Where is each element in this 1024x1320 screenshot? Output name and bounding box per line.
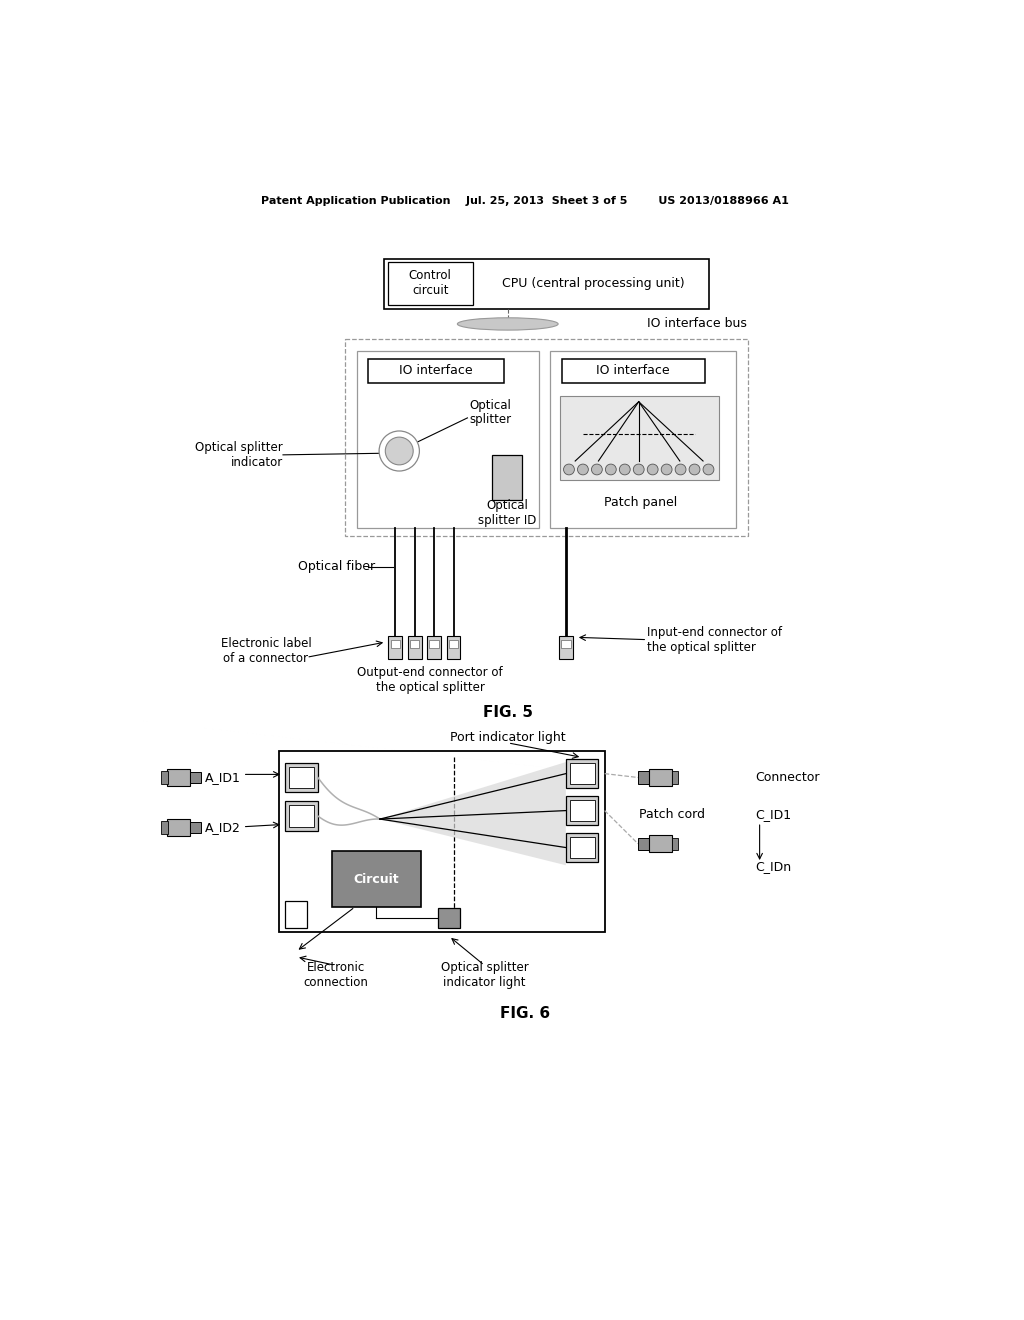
- Bar: [569, 763, 595, 784]
- Circle shape: [605, 465, 616, 475]
- Text: IO interface bus: IO interface bus: [647, 317, 748, 330]
- Bar: [345, 339, 748, 536]
- Bar: [356, 351, 539, 528]
- Circle shape: [385, 437, 414, 465]
- Circle shape: [592, 465, 602, 475]
- Text: Port indicator light: Port indicator light: [450, 731, 565, 744]
- Polygon shape: [380, 762, 566, 866]
- Text: FIG. 5: FIG. 5: [482, 705, 532, 721]
- Bar: [410, 640, 420, 648]
- Ellipse shape: [458, 318, 558, 330]
- Text: FIG. 6: FIG. 6: [500, 1006, 550, 1020]
- Bar: [566, 796, 598, 825]
- Bar: [569, 800, 595, 821]
- Bar: [280, 751, 604, 932]
- Bar: [550, 351, 736, 528]
- Circle shape: [675, 465, 686, 475]
- Text: Optical fiber: Optical fiber: [299, 560, 376, 573]
- Text: C_ID1: C_ID1: [756, 808, 792, 821]
- Circle shape: [647, 465, 658, 475]
- Bar: [638, 837, 649, 850]
- Bar: [672, 771, 678, 784]
- Bar: [566, 833, 598, 862]
- Bar: [162, 821, 168, 834]
- Bar: [429, 640, 438, 648]
- Text: Electronic label
of a connector: Electronic label of a connector: [220, 638, 311, 665]
- Bar: [388, 636, 402, 659]
- Bar: [427, 636, 441, 659]
- Bar: [560, 396, 719, 480]
- Bar: [167, 770, 190, 785]
- Bar: [289, 805, 314, 826]
- Circle shape: [563, 465, 574, 475]
- Text: Input-end connector of
the optical splitter: Input-end connector of the optical split…: [647, 626, 782, 653]
- Bar: [449, 640, 458, 648]
- Bar: [672, 837, 678, 850]
- Text: Control
circuit: Control circuit: [409, 269, 452, 297]
- Text: Patch panel: Patch panel: [604, 496, 678, 510]
- Bar: [559, 636, 572, 659]
- Bar: [369, 359, 504, 383]
- Text: IO interface: IO interface: [597, 364, 670, 378]
- Text: A_ID2: A_ID2: [205, 821, 241, 834]
- Text: Optical splitter
indicator light: Optical splitter indicator light: [440, 961, 528, 989]
- Bar: [649, 836, 672, 853]
- Text: Optical
splitter ID: Optical splitter ID: [478, 499, 537, 527]
- Circle shape: [578, 465, 589, 475]
- Text: Connector: Connector: [756, 771, 820, 784]
- Bar: [286, 801, 317, 830]
- Bar: [162, 771, 168, 784]
- Bar: [190, 772, 201, 783]
- Circle shape: [633, 465, 644, 475]
- Text: C_IDn: C_IDn: [756, 861, 792, 874]
- Bar: [649, 770, 672, 785]
- Bar: [438, 908, 460, 928]
- Text: Electronic
connection: Electronic connection: [303, 961, 369, 989]
- Text: Patent Application Publication    Jul. 25, 2013  Sheet 3 of 5        US 2013/018: Patent Application Publication Jul. 25, …: [261, 195, 788, 206]
- Bar: [289, 767, 314, 788]
- Bar: [446, 636, 461, 659]
- Circle shape: [689, 465, 700, 475]
- Bar: [332, 851, 421, 907]
- Text: Patch cord: Patch cord: [639, 808, 706, 821]
- Circle shape: [379, 430, 420, 471]
- Circle shape: [620, 465, 630, 475]
- Bar: [286, 763, 317, 792]
- Text: Optical
splitter: Optical splitter: [469, 399, 511, 426]
- Bar: [388, 263, 473, 305]
- Bar: [190, 822, 201, 833]
- Bar: [569, 837, 595, 858]
- Text: A_ID1: A_ID1: [205, 771, 241, 784]
- Bar: [562, 359, 706, 383]
- Circle shape: [662, 465, 672, 475]
- Text: IO interface: IO interface: [399, 364, 472, 378]
- Bar: [566, 759, 598, 788]
- Bar: [167, 818, 190, 836]
- Text: CPU (central processing unit): CPU (central processing unit): [502, 277, 684, 289]
- Bar: [384, 259, 710, 309]
- Text: Circuit: Circuit: [353, 873, 398, 886]
- Bar: [391, 640, 400, 648]
- Circle shape: [703, 465, 714, 475]
- Bar: [561, 640, 570, 648]
- Bar: [638, 771, 649, 784]
- Bar: [286, 902, 307, 928]
- Text: Optical splitter
indicator: Optical splitter indicator: [196, 441, 283, 469]
- Bar: [493, 455, 521, 499]
- Bar: [408, 636, 422, 659]
- Text: Output-end connector of
the optical splitter: Output-end connector of the optical spli…: [357, 667, 503, 694]
